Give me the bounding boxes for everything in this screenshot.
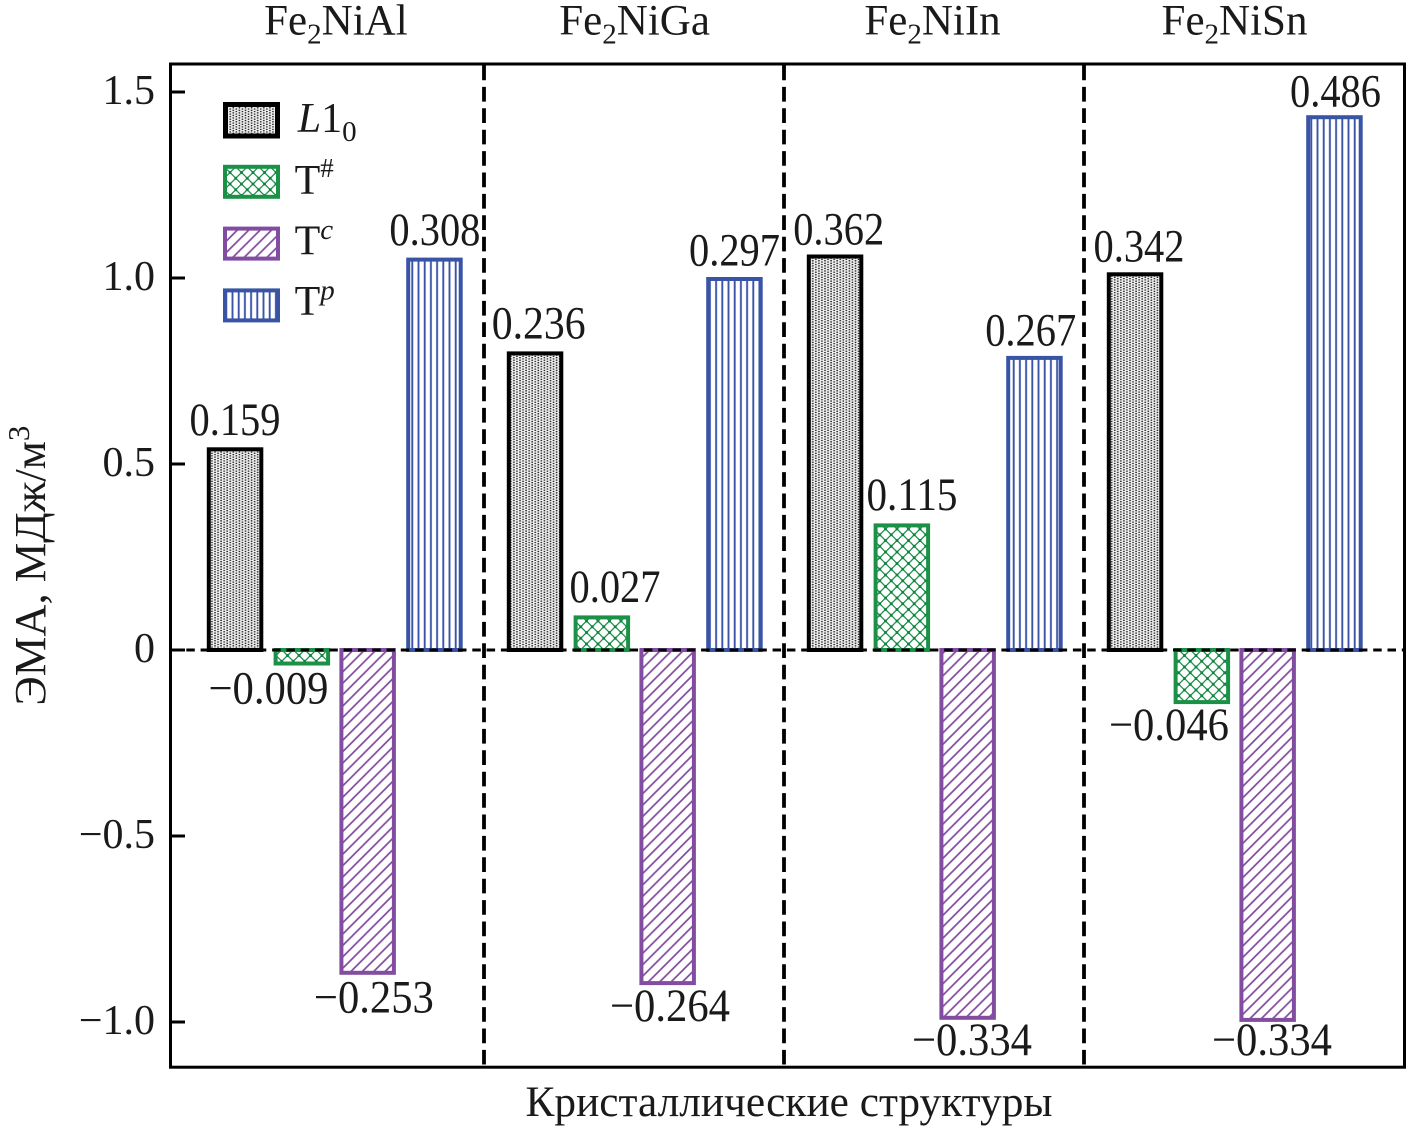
svg-text:0.342: 0.342 [1094, 222, 1185, 273]
svg-text:T#: T# [295, 153, 335, 204]
svg-text:0.362: 0.362 [793, 205, 884, 256]
svg-text:Tp: Tp [295, 275, 335, 326]
svg-text:0.486: 0.486 [1290, 66, 1381, 117]
svg-text:Tc: Tc [295, 214, 334, 265]
svg-text:−0.009: −0.009 [209, 664, 329, 715]
svg-text:Кристаллические структуры: Кристаллические структуры [526, 1079, 1053, 1126]
svg-text:0.115: 0.115 [867, 470, 958, 521]
svg-text:ЭМА, МДж/м3: ЭМА, МДж/м3 [1, 426, 55, 706]
svg-text:1.5: 1.5 [103, 68, 156, 114]
svg-text:−0.046: −0.046 [1109, 700, 1229, 751]
svg-text:−0.334: −0.334 [912, 1015, 1032, 1066]
svg-text:1.0: 1.0 [103, 254, 156, 300]
svg-text:−0.5: −0.5 [79, 812, 155, 858]
svg-text:Fe2NiGa: Fe2NiGa [559, 0, 710, 51]
svg-text:0.267: 0.267 [985, 306, 1076, 357]
svg-text:0.297: 0.297 [689, 226, 780, 277]
svg-text:−1.0: −1.0 [79, 998, 155, 1044]
svg-text:0.236: 0.236 [492, 298, 586, 349]
svg-text:−0.264: −0.264 [610, 981, 730, 1032]
svg-text:0.159: 0.159 [190, 395, 281, 446]
svg-text:−0.253: −0.253 [314, 973, 434, 1024]
svg-text:Fe2NiAl: Fe2NiAl [264, 0, 408, 51]
svg-text:Fe2NiSn: Fe2NiSn [1162, 0, 1308, 51]
svg-text:0: 0 [134, 626, 155, 672]
svg-text:0.027: 0.027 [570, 562, 661, 613]
svg-text:−0.334: −0.334 [1212, 1015, 1332, 1066]
svg-text:0.308: 0.308 [389, 205, 480, 256]
svg-text:0.5: 0.5 [103, 440, 156, 486]
svg-text:L10: L10 [297, 96, 357, 148]
svg-text:Fe2NiIn: Fe2NiIn [864, 0, 1000, 51]
